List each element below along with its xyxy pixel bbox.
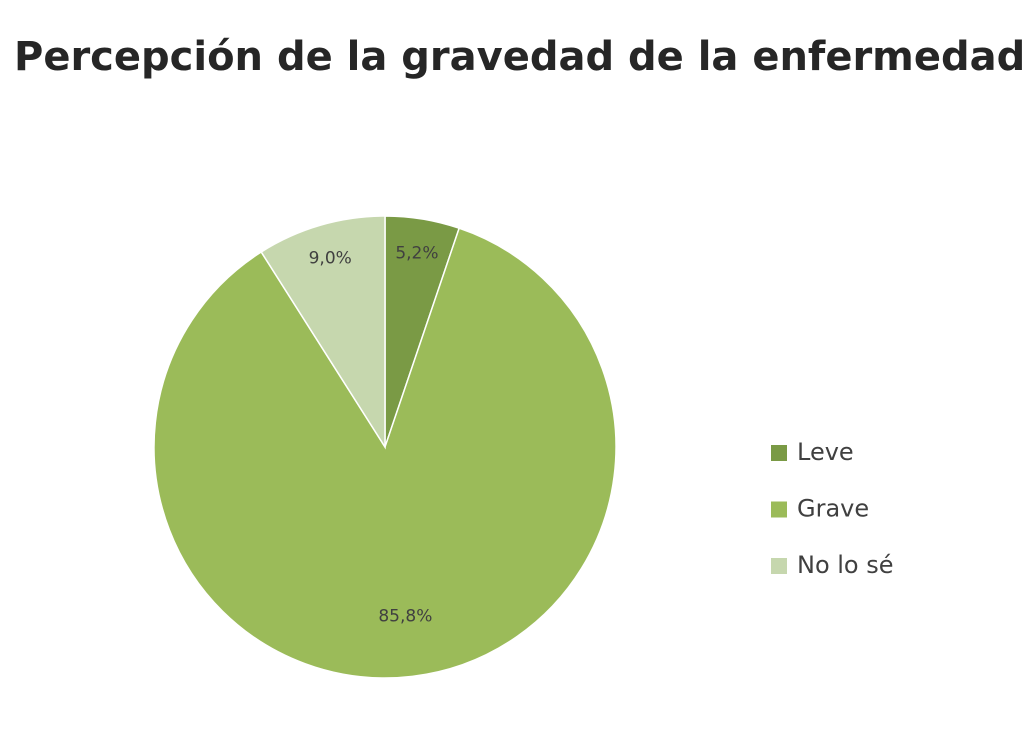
legend-swatch [771,445,787,461]
legend-label: No lo sé [797,551,894,579]
pie-slice [260,215,386,450]
data-label: 5,2% [395,243,438,263]
legend-label: Leve [797,438,854,466]
data-label: 85,8% [378,607,432,627]
legend-swatch [771,501,787,518]
legend-label: Grave [797,495,869,523]
data-label: 9,0% [309,248,352,268]
chart-title: Percepción de la gravedad de la enfermed… [14,34,1024,80]
legend-swatch [771,558,787,574]
pie-slice [153,227,617,679]
